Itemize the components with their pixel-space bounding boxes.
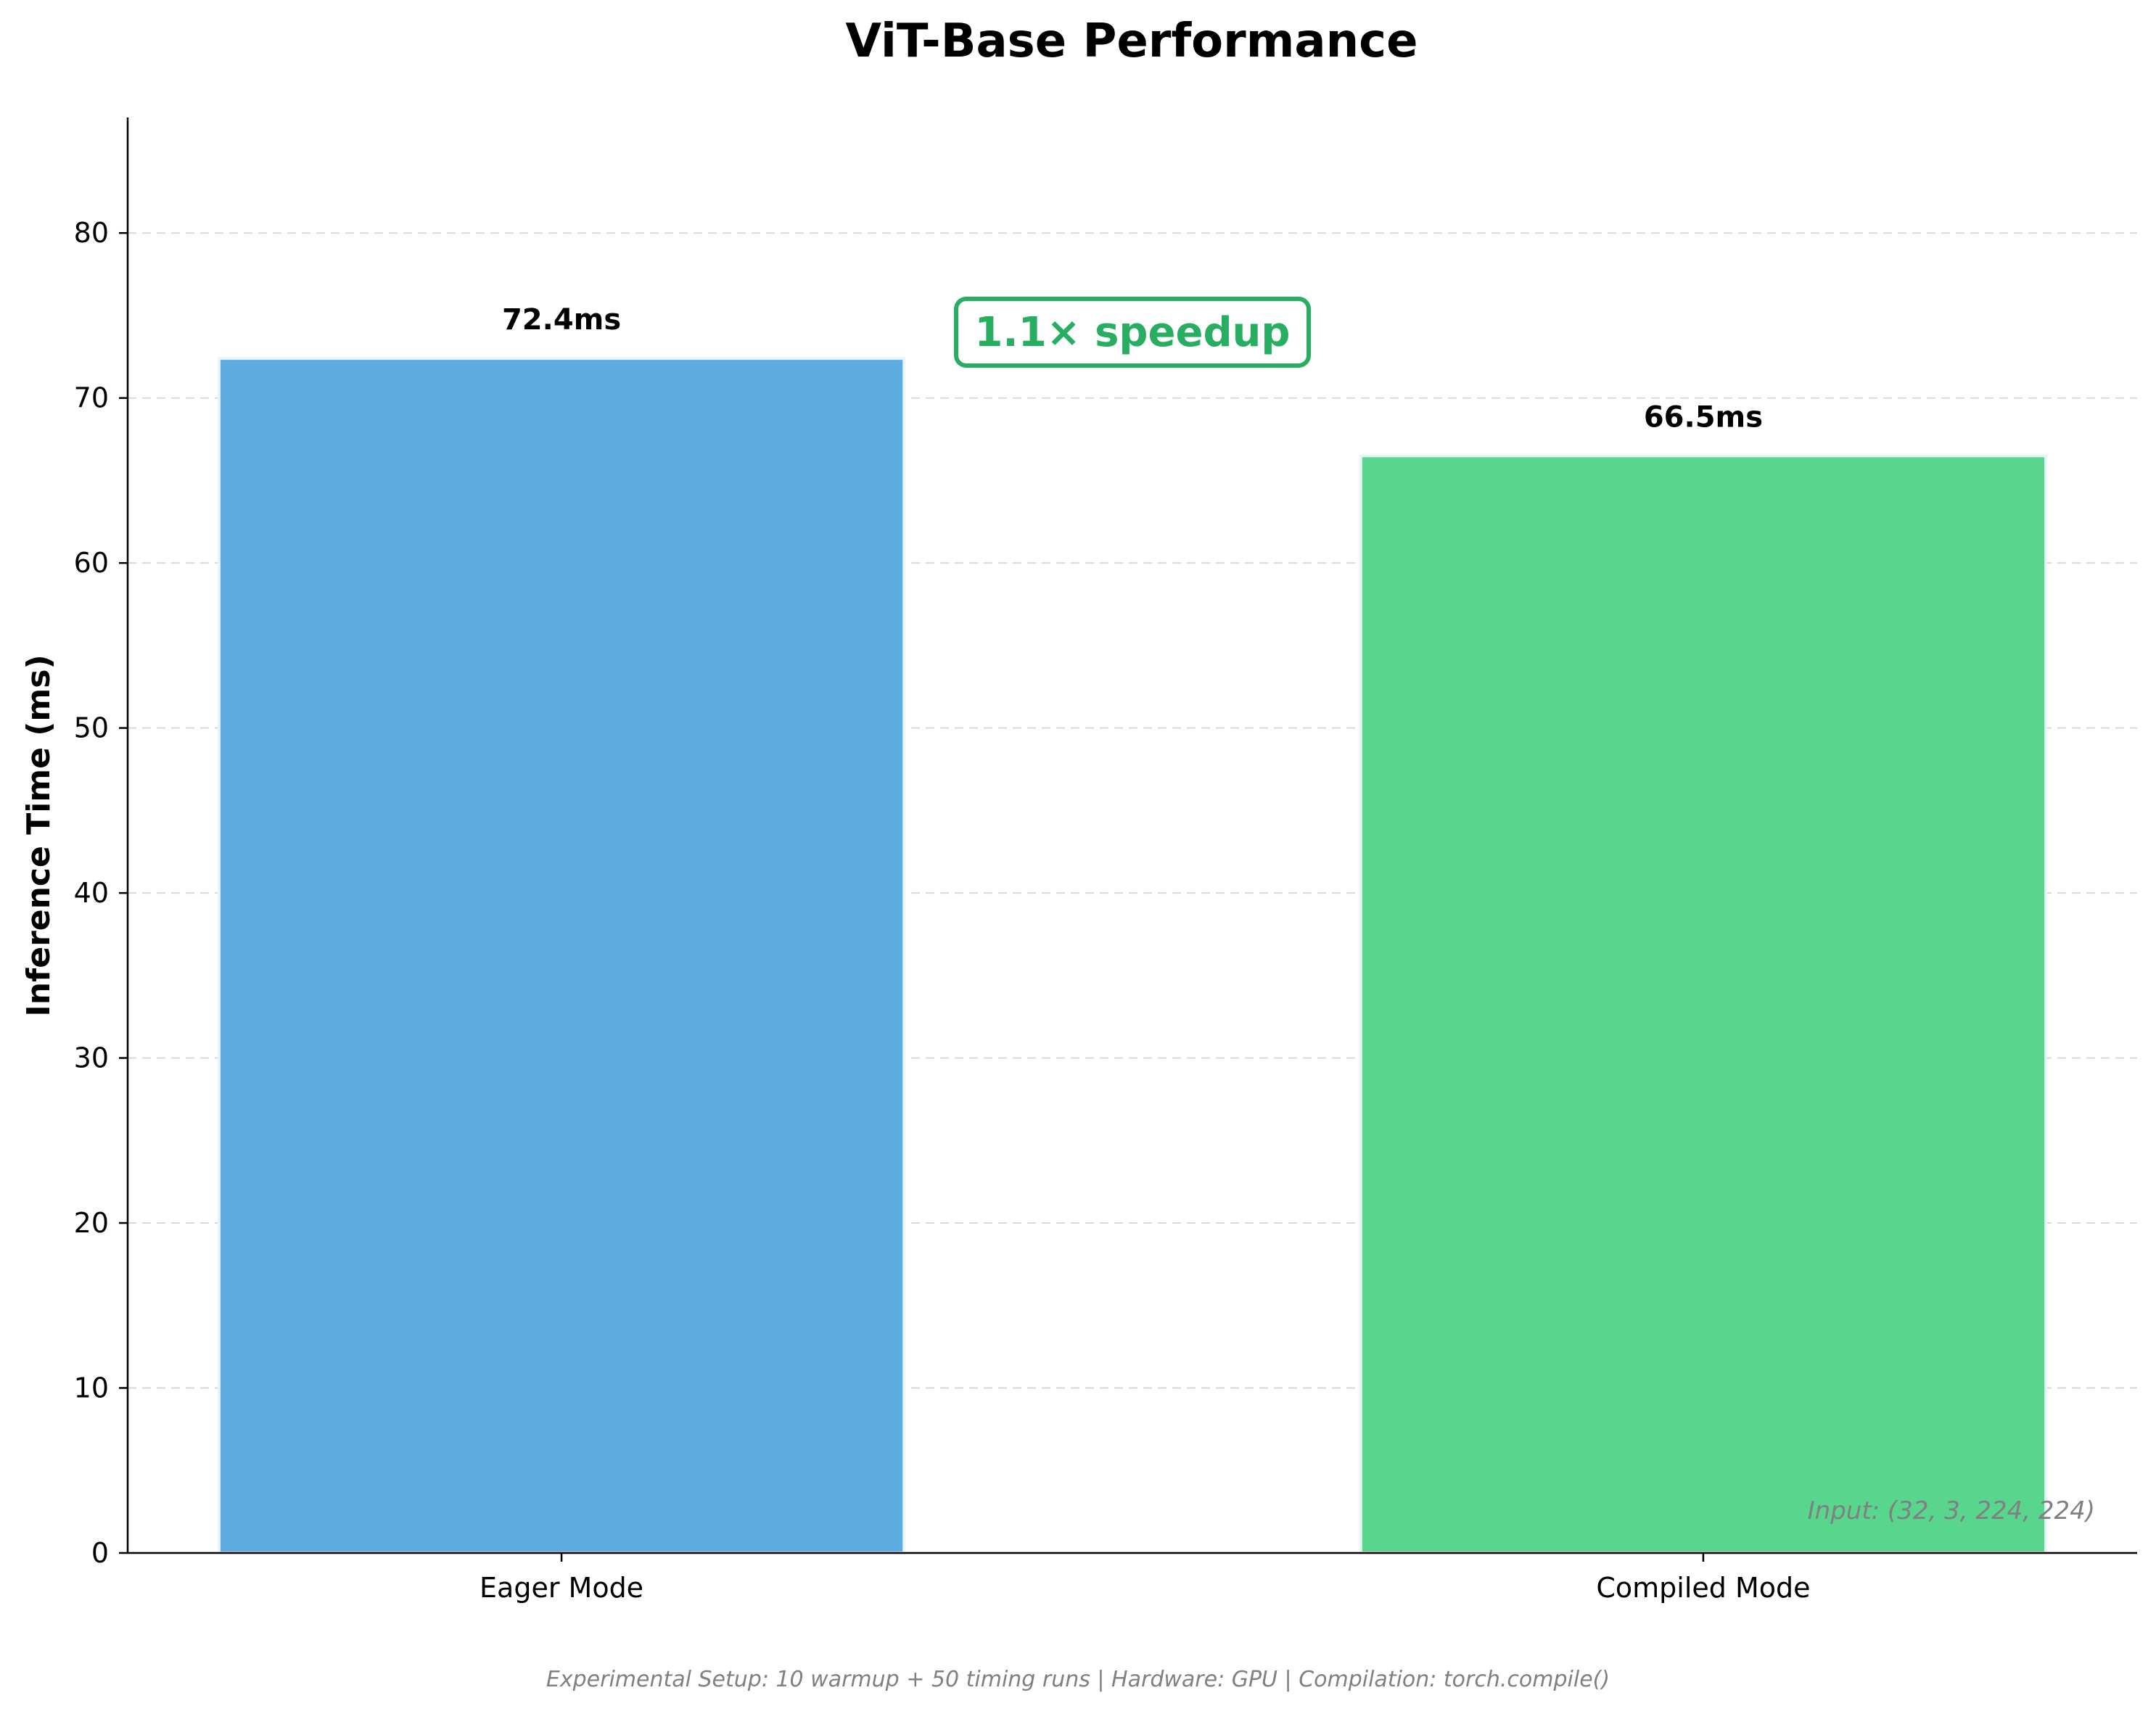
x-ticks: Eager Mode Compiled Mode [480, 1553, 1811, 1604]
y-tick-label: 30 [74, 1042, 109, 1074]
input-note: Input: (32, 3, 224, 224) [1808, 1496, 2095, 1525]
axes [126, 118, 2137, 1554]
y-tick-label: 40 [74, 877, 109, 909]
bar-eager-mode [217, 357, 906, 1554]
x-tick-label: Eager Mode [480, 1572, 643, 1604]
y-tick-label: 70 [74, 382, 109, 414]
y-tick-label: 50 [74, 712, 109, 744]
y-tick-label: 20 [74, 1207, 109, 1239]
bars [217, 357, 2048, 1555]
bar-compiled-mode [1359, 454, 2048, 1555]
y-tick-label: 60 [74, 547, 109, 579]
speedup-label: 1.1× speedup [974, 309, 1290, 356]
bar-value-label: 66.5ms [1644, 400, 1763, 434]
speedup-box [954, 297, 1311, 368]
speedup-annotation: 1.1× speedup [954, 297, 1311, 368]
y-tick-label: 0 [91, 1537, 109, 1569]
value-labels: 72.4ms 66.5ms [502, 303, 1763, 434]
y-tick-label: 80 [74, 217, 109, 249]
y-ticks: 0 10 20 30 40 50 60 70 80 [74, 217, 128, 1569]
y-axis-label: Inference Time (ms) [20, 654, 57, 1016]
x-tick-label: Compiled Mode [1596, 1572, 1810, 1604]
chart-title: ViT-Base Performance [846, 15, 1418, 68]
y-tick-label: 10 [74, 1372, 109, 1404]
bar-value-label: 72.4ms [502, 303, 621, 337]
footer-note: Experimental Setup: 10 warmup + 50 timin… [546, 1667, 1610, 1692]
